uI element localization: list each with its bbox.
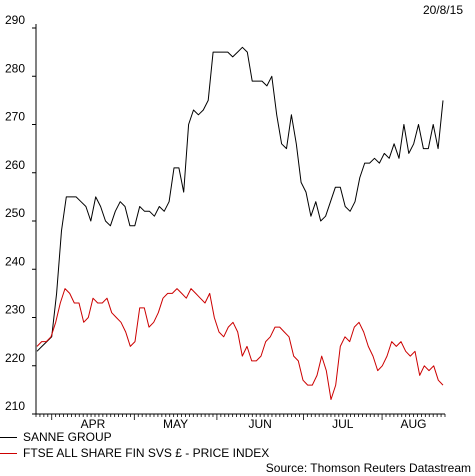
y-tick-label: 220 xyxy=(5,351,25,365)
y-tick-label: 280 xyxy=(5,61,25,75)
y-tick-label: 270 xyxy=(5,110,25,124)
legend-entry-sanne-group: SANNE GROUP xyxy=(0,430,112,444)
y-tick-label: 250 xyxy=(5,206,25,220)
legend-swatch xyxy=(0,437,17,439)
y-tick-label: 210 xyxy=(5,399,25,413)
x-tick-label: APR xyxy=(81,417,106,430)
x-axis-ticks: APR MAY JUN JUL AUG xyxy=(35,414,446,430)
line-chart: 210 220 230 240 250 260 270 280 290 APR MAY JUN JUL… xyxy=(5,13,446,430)
chart-axes xyxy=(35,24,445,415)
y-axis-ticks: 210 220 230 240 250 260 270 280 290 xyxy=(5,13,36,415)
x-tick-label: AUG xyxy=(401,417,427,430)
chart-date: 20/8/15 xyxy=(422,3,463,17)
legend-swatch xyxy=(0,453,17,455)
y-tick-label: 230 xyxy=(5,303,25,317)
x-tick-label: MAY xyxy=(163,417,188,430)
legend-label: SANNE GROUP xyxy=(23,430,112,444)
x-tick-label: JUN xyxy=(248,417,271,430)
legend-entry-ftse-index: FTSE ALL SHARE FIN SVS £ - PRICE INDEX xyxy=(0,446,269,460)
source-note: Source: Thomson Reuters Datastream xyxy=(265,461,471,475)
y-tick-label: 290 xyxy=(5,13,25,27)
series-lines xyxy=(36,46,444,400)
y-tick-label: 240 xyxy=(5,254,25,268)
series-line-ftse-index xyxy=(36,288,444,400)
x-tick-label: JUL xyxy=(332,417,354,430)
y-tick-label: 260 xyxy=(5,158,25,172)
legend-label: FTSE ALL SHARE FIN SVS £ - PRICE INDEX xyxy=(23,446,270,460)
series-line-sanne-group xyxy=(36,46,444,352)
